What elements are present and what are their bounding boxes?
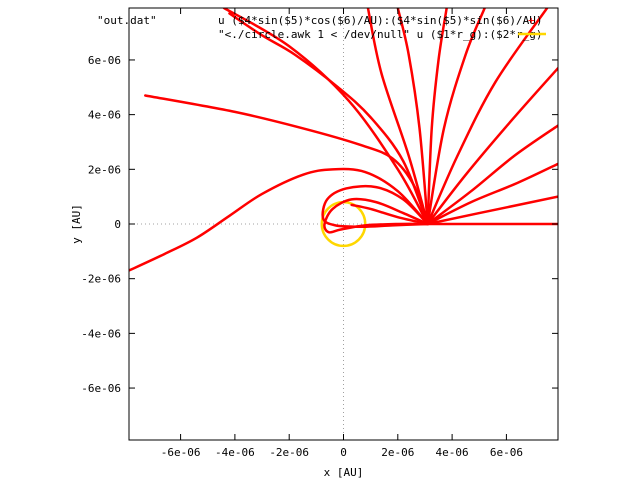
data-layer <box>129 8 558 272</box>
trajectory-17 <box>350 203 429 226</box>
trajectory-7 <box>426 8 486 226</box>
trajectory-16 <box>323 197 429 234</box>
x-axis-label: x [AU] <box>324 466 364 479</box>
trajectory-12 <box>228 12 429 226</box>
trajectory-15 <box>321 184 429 228</box>
x-tick-label: 2e-06 <box>381 446 414 459</box>
trajectory-14 <box>129 167 429 272</box>
trajectory-2 <box>426 195 558 226</box>
x-tick-label: -6e-06 <box>161 446 201 459</box>
trajectory-3 <box>426 162 558 226</box>
legend: "out.dat" u ($4*sin($5)*cos($6)/AU):($4*s… <box>97 14 546 41</box>
y-tick-label: -6e-06 <box>81 382 121 395</box>
trajectory-9 <box>396 8 429 226</box>
axes-layer <box>129 8 558 440</box>
x-tick-label: 6e-06 <box>490 446 523 459</box>
trajectory-11 <box>222 8 429 226</box>
trajectory-5 <box>426 66 558 226</box>
y-tick-label: 2e-06 <box>88 163 121 176</box>
y-axis-label: y [AU] <box>70 204 83 244</box>
legend-entry-1-file: "out.dat" <box>97 14 157 27</box>
legend-entry-1-marker: + <box>528 14 535 27</box>
tick-layer: -6e-06 -4e-06 -2e-06 0 2e-06 4e-06 6e-06 -6e-06… <box>81 8 558 459</box>
trajectory-4 <box>426 124 558 226</box>
trajectory-8 <box>426 8 448 226</box>
x-tick-label: -4e-06 <box>215 446 255 459</box>
x-tick-label: -2e-06 <box>269 446 309 459</box>
trajectory-6 <box>426 8 549 226</box>
y-tick-label: -4e-06 <box>81 327 121 340</box>
y-tick-label: 4e-06 <box>88 109 121 122</box>
y-tick-label: -2e-06 <box>81 273 121 286</box>
legend-entry-1-using: u ($4*sin($5)*cos($6)/AU):($4*sin($5)*si… <box>218 14 543 27</box>
trajectory-10 <box>366 8 429 226</box>
x-tick-label: 4e-06 <box>436 446 469 459</box>
trajectory-13 <box>144 94 429 226</box>
y-tick-label: 6e-06 <box>88 54 121 67</box>
x-tick-label: 0 <box>340 446 347 459</box>
legend-entry-2-file: "<./circle.awk 1 < /dev/null" u ($1*r_g)… <box>218 28 543 41</box>
y-tick-label: 0 <box>114 218 121 231</box>
